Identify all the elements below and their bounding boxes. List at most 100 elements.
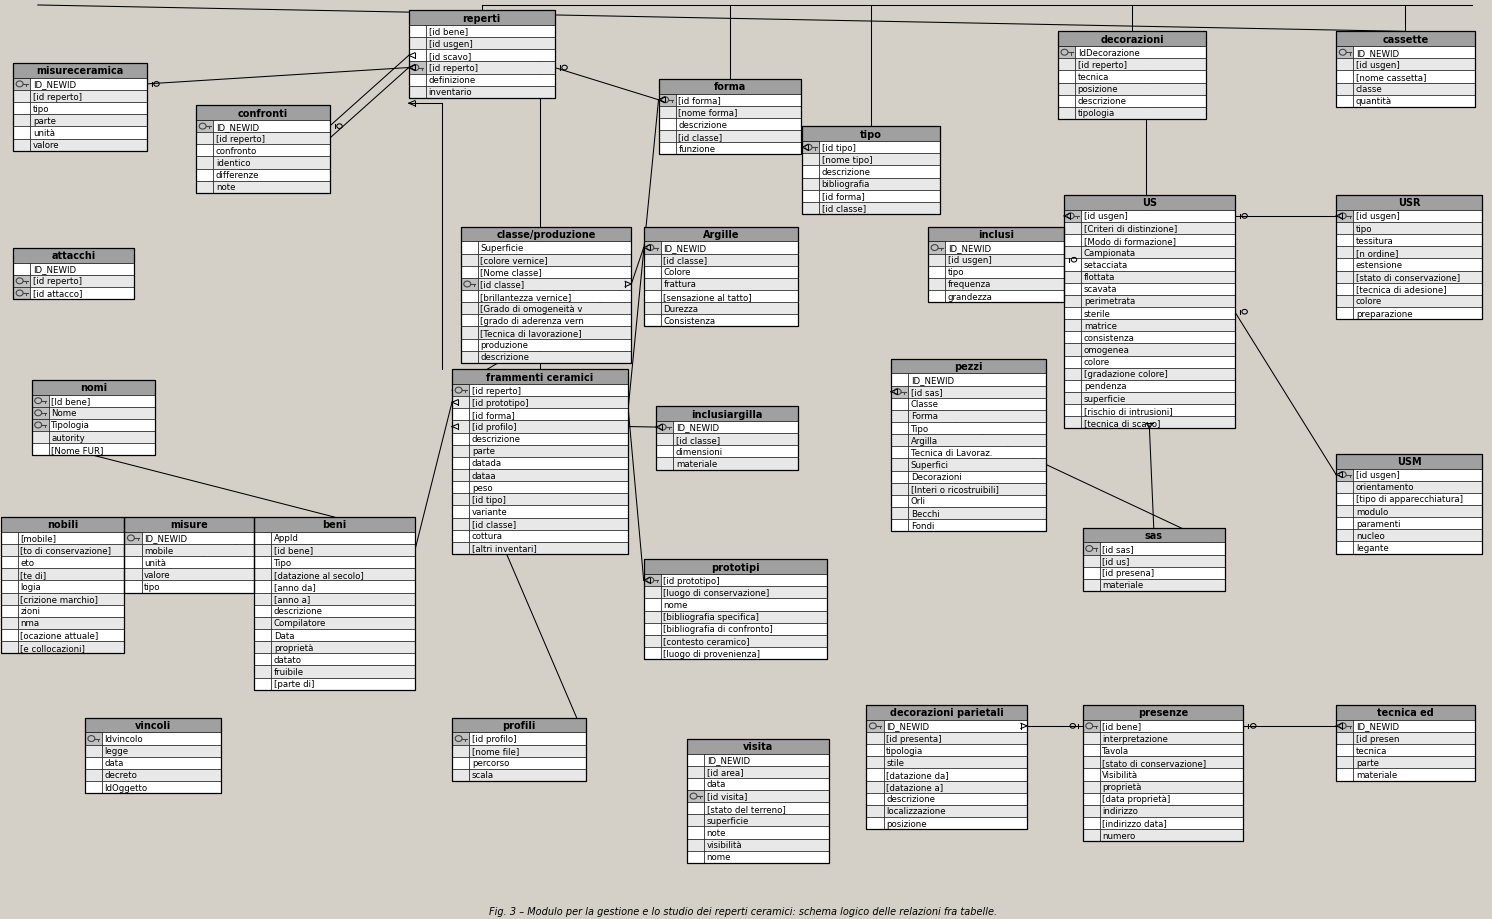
Bar xyxy=(461,278,477,290)
Bar xyxy=(452,718,585,732)
Bar xyxy=(946,255,1064,267)
Text: [id scavo]: [id scavo] xyxy=(428,51,471,61)
Bar xyxy=(452,470,470,482)
Bar xyxy=(470,470,628,482)
Bar xyxy=(1064,417,1082,429)
Bar xyxy=(85,744,101,757)
Bar xyxy=(643,243,661,255)
Bar xyxy=(272,581,415,593)
Bar xyxy=(673,458,798,470)
Text: datato: datato xyxy=(275,655,301,664)
Bar xyxy=(1082,344,1235,357)
Bar xyxy=(470,433,628,446)
Text: vincoli: vincoli xyxy=(134,720,172,731)
Text: ID_NEWID: ID_NEWID xyxy=(886,721,930,731)
Text: parte: parte xyxy=(471,447,495,456)
Bar xyxy=(1082,247,1235,259)
Text: differenze: differenze xyxy=(216,171,260,180)
Bar xyxy=(31,380,155,456)
Text: [id profilo]: [id profilo] xyxy=(471,734,516,743)
Text: [luogo di provenienza]: [luogo di provenienza] xyxy=(664,649,761,658)
Text: [id presenta]: [id presenta] xyxy=(886,733,941,743)
Bar xyxy=(1082,380,1235,392)
Bar xyxy=(1083,829,1100,841)
Bar xyxy=(1100,817,1243,829)
Bar xyxy=(461,290,477,303)
Text: Tipo: Tipo xyxy=(910,425,930,433)
Bar xyxy=(470,518,628,530)
Bar xyxy=(13,64,146,79)
Bar xyxy=(673,434,798,446)
Text: tipo: tipo xyxy=(145,583,161,591)
Bar xyxy=(31,432,49,444)
Bar xyxy=(1353,210,1482,222)
Text: inclusiargilla: inclusiargilla xyxy=(691,409,762,419)
Bar xyxy=(658,119,676,130)
Bar xyxy=(213,121,330,133)
Bar xyxy=(704,814,830,826)
Bar xyxy=(1083,793,1100,805)
Text: ID_NEWID: ID_NEWID xyxy=(33,265,76,274)
Bar xyxy=(891,386,909,398)
Text: [id classe]: [id classe] xyxy=(480,280,525,289)
Text: ID_NEWID: ID_NEWID xyxy=(947,244,991,253)
Bar xyxy=(1100,720,1243,732)
Text: inclusi: inclusi xyxy=(979,230,1015,240)
Bar xyxy=(470,385,628,397)
Bar xyxy=(124,517,254,532)
Bar xyxy=(928,243,946,255)
Text: [Modo di formazione]: [Modo di formazione] xyxy=(1083,236,1176,245)
Text: [id us]: [id us] xyxy=(1103,557,1129,565)
Bar xyxy=(643,267,661,278)
Bar xyxy=(643,290,661,303)
Text: [Id bene]: [Id bene] xyxy=(51,397,91,405)
Text: flottata: flottata xyxy=(1083,273,1115,282)
Text: [id usgen]: [id usgen] xyxy=(1356,471,1399,480)
Bar xyxy=(909,398,1046,411)
Bar xyxy=(1064,332,1082,344)
Bar xyxy=(891,359,1046,374)
Bar xyxy=(658,95,676,107)
Bar xyxy=(643,303,661,315)
Bar xyxy=(213,157,330,169)
Bar xyxy=(1337,235,1353,247)
Bar xyxy=(470,421,628,433)
Bar xyxy=(704,851,830,863)
Text: parte: parte xyxy=(33,117,55,126)
Text: [tecnica di adesione]: [tecnica di adesione] xyxy=(1356,285,1447,294)
Bar xyxy=(142,581,254,593)
Bar xyxy=(819,203,940,215)
Bar xyxy=(13,91,30,103)
Text: nome: nome xyxy=(664,600,688,609)
Bar xyxy=(195,157,213,169)
Bar xyxy=(1337,768,1353,780)
Text: Classe: Classe xyxy=(910,400,938,409)
Text: confronto: confronto xyxy=(216,147,257,155)
Bar xyxy=(1337,196,1482,320)
Bar xyxy=(85,718,221,732)
Bar xyxy=(13,64,146,152)
Bar xyxy=(1076,72,1207,84)
Bar xyxy=(867,817,883,829)
Bar xyxy=(1082,296,1235,308)
Bar xyxy=(1100,829,1243,841)
Text: ID_NEWID: ID_NEWID xyxy=(676,423,719,432)
Bar xyxy=(1082,369,1235,380)
Text: estensione: estensione xyxy=(1356,261,1402,269)
Bar xyxy=(195,107,330,121)
Bar xyxy=(1083,555,1100,567)
Bar xyxy=(1064,308,1082,320)
Text: Forma: Forma xyxy=(910,412,938,421)
Bar xyxy=(656,407,798,422)
Text: Durezza: Durezza xyxy=(664,304,698,313)
Bar xyxy=(661,586,827,598)
Bar xyxy=(909,507,1046,519)
Bar xyxy=(409,74,427,86)
Bar xyxy=(254,618,272,630)
Bar xyxy=(643,315,661,327)
Bar xyxy=(1100,567,1225,579)
Bar xyxy=(686,826,704,839)
Bar xyxy=(946,243,1064,255)
Bar xyxy=(254,569,272,581)
Bar xyxy=(0,641,18,653)
